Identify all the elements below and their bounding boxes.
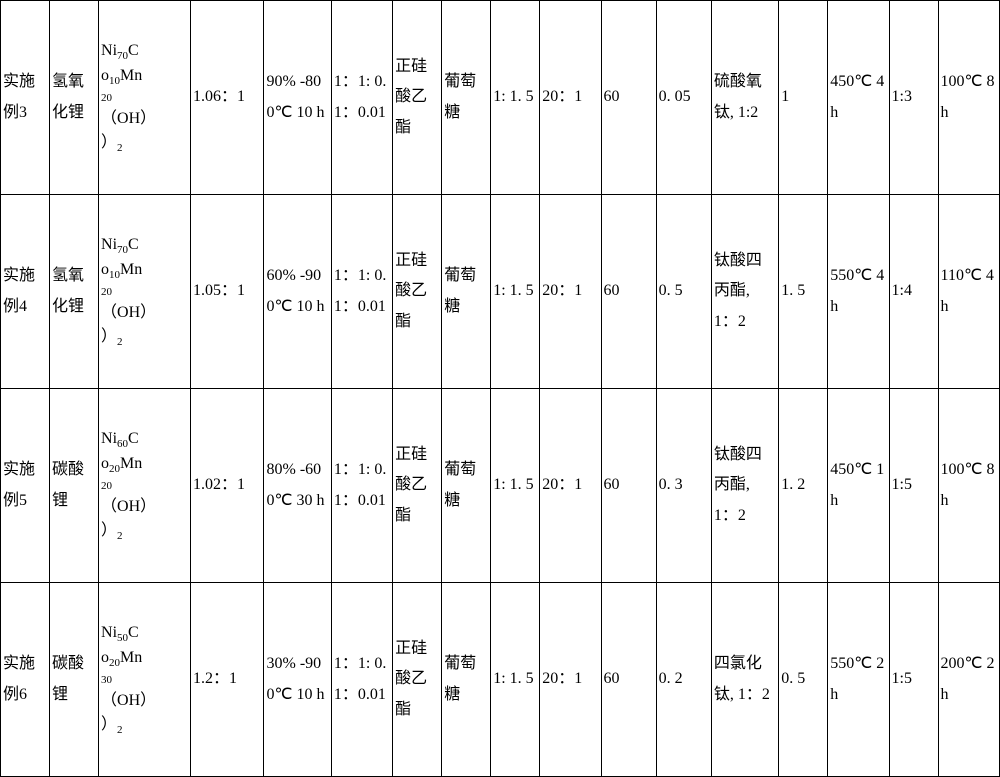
cell-carbon-source: 葡萄糖 <box>442 195 491 389</box>
cell-lithium-source: 碳酸锂 <box>50 389 99 583</box>
cell-num2: 0. 5 <box>656 195 711 389</box>
cell-heat2: 110℃ 4 h <box>938 195 999 389</box>
cell-ratio2: 1：1: 0.1：0.01 <box>331 1 392 195</box>
cell-heat1: 450℃ 4 h <box>828 1 889 195</box>
cell-num1: 60 <box>601 1 656 195</box>
cell-precursor-formula: Ni50C o20Mn 30 （OH） ）2 <box>99 583 191 777</box>
cell-si-source: 正硅酸乙酯 <box>393 583 442 777</box>
cell-num1: 60 <box>601 389 656 583</box>
cell-ratio5: 1:5 <box>889 389 938 583</box>
cell-ratio1: 1.06：1 <box>190 1 264 195</box>
cell-ratio4: 20：1 <box>540 195 601 389</box>
cell-heat1: 550℃ 4 h <box>828 195 889 389</box>
cell-carbon-source: 葡萄糖 <box>442 1 491 195</box>
cell-sinter: 80% -600℃ 30 h <box>264 389 331 583</box>
cell-precursor-formula: Ni60C o20Mn 20 （OH） ）2 <box>99 389 191 583</box>
cell-ratio3: 1: 1. 5 <box>491 389 540 583</box>
cell-lithium-source: 氢氧化锂 <box>50 1 99 195</box>
cell-example-id: 实施例4 <box>1 195 50 389</box>
cell-num2: 0. 05 <box>656 1 711 195</box>
data-table: 实施例3 氢氧化锂 Ni70C o10Mn 20 （OH） ）2 1.06：1 … <box>0 0 1000 777</box>
cell-ratio4: 20：1 <box>540 389 601 583</box>
table-row: 实施例3 氢氧化锂 Ni70C o10Mn 20 （OH） ）2 1.06：1 … <box>1 1 1000 195</box>
cell-example-id: 实施例5 <box>1 389 50 583</box>
cell-num3: 1. 5 <box>779 195 828 389</box>
table-row: 实施例4 氢氧化锂 Ni70C o10Mn 20 （OH） ）2 1.05：1 … <box>1 195 1000 389</box>
cell-lithium-source: 碳酸锂 <box>50 583 99 777</box>
cell-ratio2: 1：1: 0.1：0.01 <box>331 195 392 389</box>
cell-ti-source: 钛酸四丙酯, 1：2 <box>711 389 778 583</box>
cell-heat2: 200℃ 2 h <box>938 583 999 777</box>
cell-heat1: 450℃ 1 h <box>828 389 889 583</box>
cell-ti-source: 四氯化钛, 1：2 <box>711 583 778 777</box>
table-body: 实施例3 氢氧化锂 Ni70C o10Mn 20 （OH） ）2 1.06：1 … <box>1 1 1000 777</box>
cell-si-source: 正硅酸乙酯 <box>393 389 442 583</box>
cell-sinter: 90% -800℃ 10 h <box>264 1 331 195</box>
cell-ti-source: 钛酸四丙酯, 1：2 <box>711 195 778 389</box>
cell-ratio5: 1:3 <box>889 1 938 195</box>
cell-ratio3: 1: 1. 5 <box>491 195 540 389</box>
cell-si-source: 正硅酸乙酯 <box>393 1 442 195</box>
cell-sinter: 60% -900℃ 10 h <box>264 195 331 389</box>
cell-precursor-formula: Ni70C o10Mn 20 （OH） ）2 <box>99 1 191 195</box>
cell-num3: 0. 5 <box>779 583 828 777</box>
cell-example-id: 实施例6 <box>1 583 50 777</box>
cell-ti-source: 硫酸氧钛, 1:2 <box>711 1 778 195</box>
cell-ratio1: 1.2：1 <box>190 583 264 777</box>
cell-carbon-source: 葡萄糖 <box>442 389 491 583</box>
table-row: 实施例5 碳酸锂 Ni60C o20Mn 20 （OH） ）2 1.02：1 8… <box>1 389 1000 583</box>
cell-ratio3: 1: 1. 5 <box>491 583 540 777</box>
cell-ratio5: 1:5 <box>889 583 938 777</box>
cell-num3: 1 <box>779 1 828 195</box>
cell-ratio4: 20：1 <box>540 1 601 195</box>
cell-ratio1: 1.05：1 <box>190 195 264 389</box>
cell-heat1: 550℃ 2 h <box>828 583 889 777</box>
cell-num3: 1. 2 <box>779 389 828 583</box>
cell-ratio5: 1:4 <box>889 195 938 389</box>
cell-lithium-source: 氢氧化锂 <box>50 195 99 389</box>
cell-precursor-formula: Ni70C o10Mn 20 （OH） ）2 <box>99 195 191 389</box>
cell-ratio2: 1：1: 0.1：0.01 <box>331 583 392 777</box>
table-row: 实施例6 碳酸锂 Ni50C o20Mn 30 （OH） ）2 1.2：1 30… <box>1 583 1000 777</box>
cell-sinter: 30% -900℃ 10 h <box>264 583 331 777</box>
cell-ratio3: 1: 1. 5 <box>491 1 540 195</box>
cell-heat2: 100℃ 8 h <box>938 1 999 195</box>
cell-heat2: 100℃ 8 h <box>938 389 999 583</box>
cell-si-source: 正硅酸乙酯 <box>393 195 442 389</box>
cell-ratio4: 20：1 <box>540 583 601 777</box>
cell-example-id: 实施例3 <box>1 1 50 195</box>
cell-carbon-source: 葡萄糖 <box>442 583 491 777</box>
cell-num2: 0. 2 <box>656 583 711 777</box>
cell-num1: 60 <box>601 583 656 777</box>
cell-num2: 0. 3 <box>656 389 711 583</box>
cell-num1: 60 <box>601 195 656 389</box>
cell-ratio1: 1.02：1 <box>190 389 264 583</box>
cell-ratio2: 1：1: 0.1：0.01 <box>331 389 392 583</box>
